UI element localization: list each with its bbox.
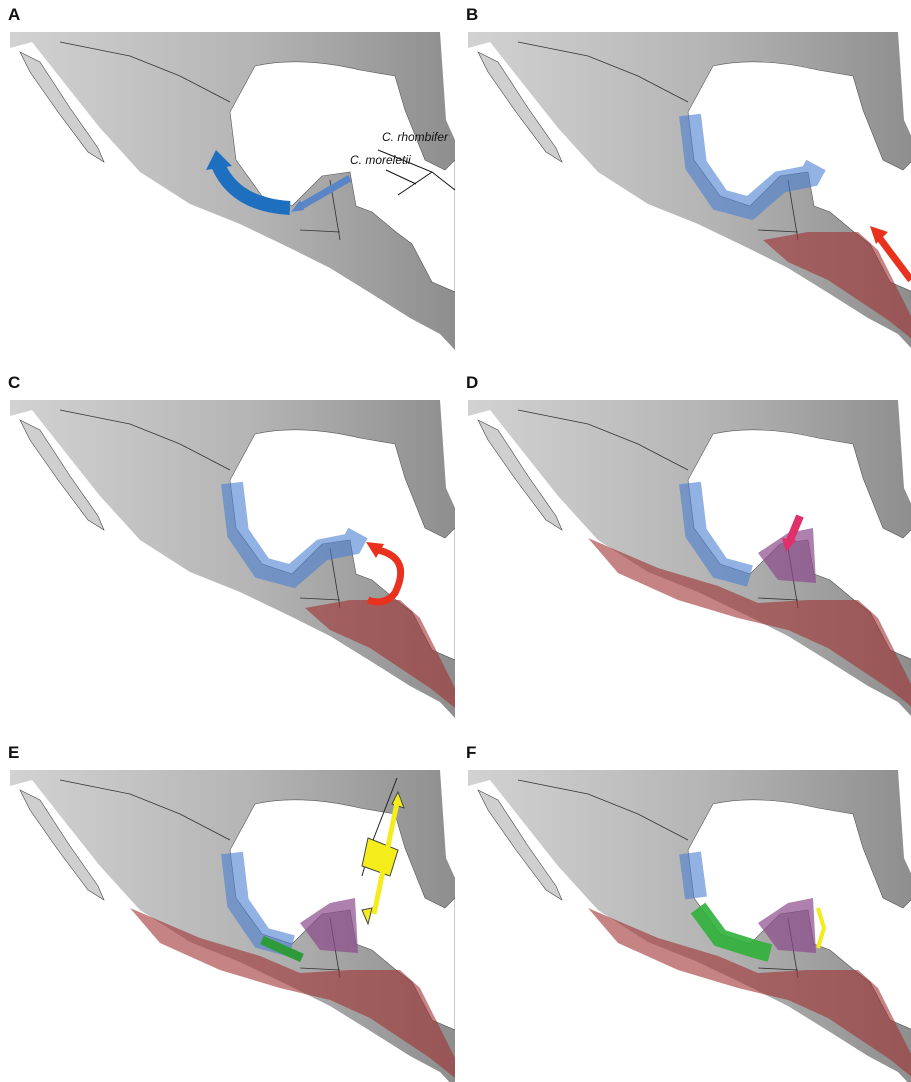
panel-e: E xyxy=(8,743,455,1082)
range-blue xyxy=(690,853,696,898)
taxon-label: C. moreletii xyxy=(350,153,411,167)
panel-c: C xyxy=(8,373,455,723)
panel-label: F xyxy=(466,743,476,762)
panel-label: B xyxy=(466,5,478,24)
taxon-label: C. rhombifer xyxy=(382,130,449,144)
map xyxy=(468,400,911,723)
panel-b: B xyxy=(466,5,911,355)
map xyxy=(10,400,455,723)
map xyxy=(10,770,455,1082)
panel-label: A xyxy=(8,5,20,24)
panel-d: D xyxy=(466,373,911,723)
panel-f: F xyxy=(466,743,911,1082)
map xyxy=(468,770,911,1082)
map xyxy=(468,32,911,355)
figure: A C. rhombifer C. moreletii B C D xyxy=(0,0,911,1082)
panel-label: D xyxy=(466,373,478,392)
page: {"panels": [{"label": "A"}, {"label": "B… xyxy=(0,0,911,1082)
panel-a: A C. rhombifer C. moreletii xyxy=(8,5,455,355)
panel-label: E xyxy=(8,743,19,762)
panel-label: C xyxy=(8,373,20,392)
